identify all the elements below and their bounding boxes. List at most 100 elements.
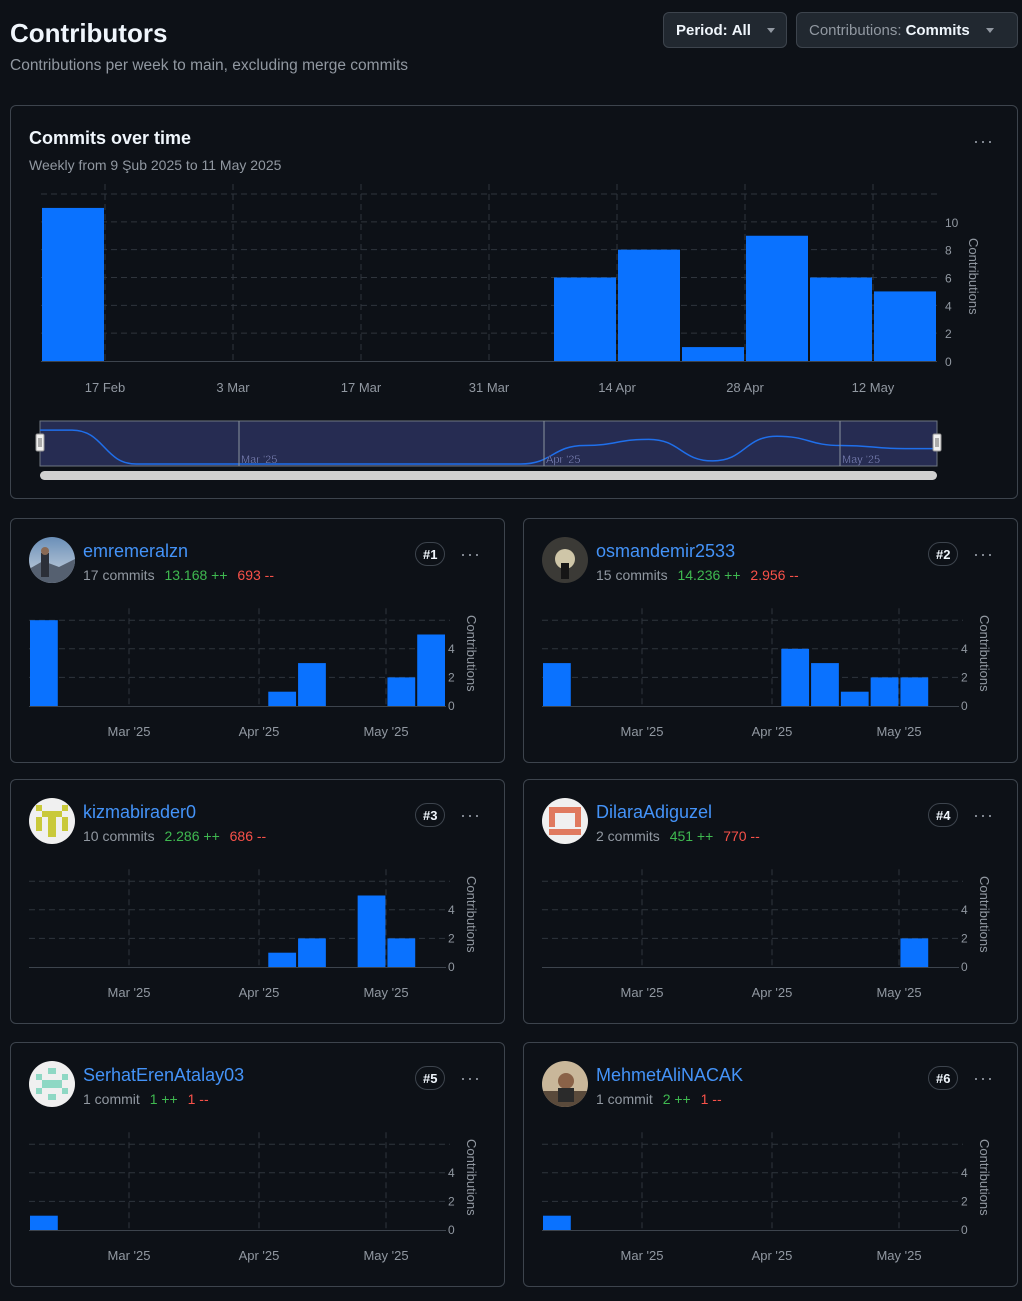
x-tick-label: 3 Mar: [216, 380, 250, 395]
contributor-name-link[interactable]: SerhatErenAtalay03: [83, 1065, 245, 1085]
x-tick-label: May '25: [363, 985, 408, 1000]
y-tick-label: 2: [448, 670, 455, 684]
y-axis-label: Contributions: [977, 615, 992, 692]
x-tick-label: Mar '25: [621, 1248, 664, 1263]
bar[interactable]: [746, 235, 808, 361]
bar[interactable]: [682, 347, 744, 361]
bar: [268, 952, 297, 967]
main-chart-title: Commits over time: [29, 128, 192, 148]
navigator-label: Mar '25: [241, 454, 277, 466]
additions-count: 1 ++: [149, 1091, 178, 1107]
kebab-menu-icon[interactable]: ···: [460, 544, 481, 564]
rank-badge: #4: [928, 803, 959, 827]
deletions-count: 770 --: [723, 828, 760, 844]
kebab-menu-icon[interactable]: ···: [973, 544, 994, 564]
additions-count: 14.236 ++: [677, 567, 741, 583]
y-axis-label: Contributions: [464, 876, 479, 953]
contributor-stats: 15 commits 14.236 ++ 2.956 --: [596, 567, 799, 583]
x-tick-label: 17 Feb: [85, 380, 125, 395]
x-tick-label: May '25: [876, 985, 921, 1000]
bar: [298, 938, 326, 967]
y-tick-label: 2: [945, 327, 952, 341]
deletions-count: 2.956 --: [750, 567, 799, 583]
chevron-down-icon: [985, 27, 994, 33]
contributor-name-link[interactable]: MehmetAliNACAK: [596, 1065, 744, 1085]
x-tick-label: 12 May: [852, 380, 895, 395]
avatar[interactable]: [29, 537, 75, 583]
contributor-name-link[interactable]: kizmabirader0: [83, 802, 197, 822]
x-tick-label: Apr '25: [239, 1248, 280, 1263]
navigator-handle[interactable]: [932, 433, 942, 452]
bar[interactable]: [618, 249, 680, 361]
x-tick-label: Mar '25: [108, 985, 151, 1000]
navigator-window[interactable]: [39, 420, 938, 467]
bar: [417, 634, 445, 706]
avatar[interactable]: [29, 1061, 75, 1107]
contributor-stats: 1 commit 1 ++ 1 --: [83, 1091, 209, 1107]
x-tick-label: Mar '25: [621, 724, 664, 739]
y-axis-label: Contributions: [464, 615, 479, 692]
y-tick-label: 0: [448, 699, 455, 713]
additions-count: 2 ++: [662, 1091, 691, 1107]
navigator-handle[interactable]: [35, 433, 45, 452]
kebab-menu-icon[interactable]: ···: [973, 131, 994, 151]
rank-badge: #5: [415, 1066, 446, 1090]
x-tick-label: May '25: [363, 724, 408, 739]
kebab-menu-icon[interactable]: ···: [973, 805, 994, 825]
avatar[interactable]: [542, 798, 588, 844]
deletions-count: 1 --: [700, 1091, 722, 1107]
contributor-stats: 2 commits 451 ++ 770 --: [596, 828, 760, 844]
y-tick-label: 2: [961, 670, 968, 684]
contributor-name-link[interactable]: DilaraAdiguzel: [596, 802, 713, 822]
y-tick-label: 8: [945, 244, 952, 258]
y-tick-label: 2: [448, 1194, 455, 1208]
deletions-count: 686 --: [229, 828, 267, 844]
x-tick-label: 28 Apr: [726, 380, 764, 395]
x-tick-label: May '25: [363, 1248, 408, 1263]
x-tick-label: 17 Mar: [341, 380, 382, 395]
bar: [30, 1215, 58, 1230]
rank-badge: #3: [415, 803, 446, 827]
bar: [840, 691, 869, 706]
avatar[interactable]: [542, 1061, 588, 1107]
page-title: Contributors: [10, 18, 168, 48]
kebab-menu-icon[interactable]: ···: [973, 1068, 994, 1088]
bar[interactable]: [554, 277, 616, 362]
y-tick-label: 4: [961, 1166, 968, 1180]
bar[interactable]: [42, 207, 104, 361]
commit-count: 2 commits: [596, 828, 660, 844]
kebab-menu-icon[interactable]: ···: [460, 1068, 481, 1088]
y-tick-label: 0: [448, 1223, 455, 1237]
contributor-stats: 17 commits 13.168 ++ 693 --: [83, 567, 274, 583]
x-tick-label: Apr '25: [239, 724, 280, 739]
navigator-series: [40, 429, 937, 465]
x-tick-label: 14 Apr: [598, 380, 636, 395]
y-tick-label: 4: [448, 903, 455, 917]
x-tick-label: Mar '25: [108, 724, 151, 739]
bar[interactable]: [874, 291, 936, 361]
contributor-name-link[interactable]: osmandemir2533: [596, 541, 736, 561]
bar: [811, 663, 839, 706]
y-axis-label: Contributions: [966, 238, 981, 315]
x-tick-label: Mar '25: [621, 985, 664, 1000]
contributor-name-link[interactable]: emremeralzn: [83, 541, 189, 561]
bar[interactable]: [810, 277, 872, 362]
avatar[interactable]: [29, 798, 75, 844]
period-dropdown-button[interactable]: Period: All: [663, 12, 787, 48]
main-chart-subtitle: Weekly from 9 Şub 2025 to 11 May 2025: [29, 157, 282, 173]
contributor-stats: 10 commits 2.286 ++ 686 --: [83, 828, 266, 844]
y-axis-label: Contributions: [464, 1139, 479, 1216]
navigator-label: May '25: [842, 454, 880, 466]
y-tick-label: 0: [961, 1223, 968, 1237]
contributor-card: osmandemir2533 15 commits 14.236 ++ 2.95…: [523, 518, 1018, 763]
kebab-menu-icon[interactable]: ···: [460, 805, 481, 825]
navigator-scrollbar[interactable]: [40, 471, 937, 480]
x-tick-label: 31 Mar: [469, 380, 510, 395]
bar: [387, 938, 416, 967]
x-tick-label: Apr '25: [752, 985, 793, 1000]
bar: [268, 691, 297, 706]
contributions-dropdown-button[interactable]: Contributions: Commits: [796, 12, 1018, 48]
contributions-label: Contributions:: [809, 21, 902, 39]
avatar[interactable]: [542, 537, 588, 583]
bar: [543, 1215, 571, 1230]
